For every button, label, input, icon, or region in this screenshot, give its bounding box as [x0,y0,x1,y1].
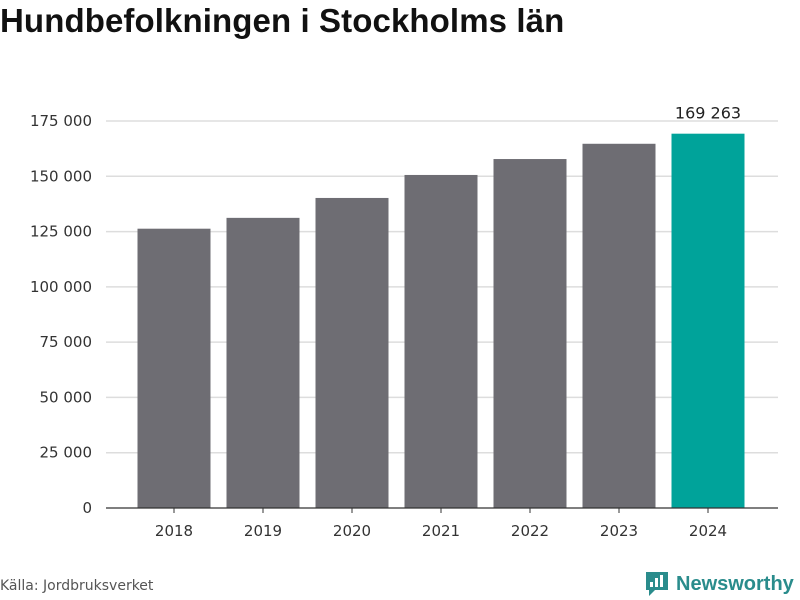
x-tick-label: 2019 [244,522,282,540]
tick-labels: 0 25 000 50 000 75 000 100 000 125 000 150 000… [30,104,741,540]
newsworthy-logo-icon [646,572,668,596]
bar-2021 [404,174,478,508]
y-tick-label: 125 000 [30,223,92,241]
bar-2020 [315,197,389,509]
y-tick-label: 50 000 [40,388,93,406]
bar-2019 [226,217,300,508]
data-label: 169 263 [675,104,741,123]
brand-name: Newsworthy [676,572,794,595]
x-tick-label: 2021 [422,522,460,540]
y-tick-label: 25 000 [40,444,93,462]
y-tick-label: 175 000 [30,112,92,130]
x-tick-label: 2018 [155,522,193,540]
y-tick-label: 0 [82,499,92,517]
bar-2018 [137,228,211,508]
y-tick-label: 150 000 [30,167,92,185]
chart-title: Hundbefolkningen i Stockholms län [0,2,565,39]
y-tick-label: 75 000 [40,333,93,351]
bar-2024 [671,133,745,509]
axes [106,507,778,513]
x-tick-label: 2020 [333,522,371,540]
brand-logo: Newsworthy [644,570,794,598]
bars [137,133,745,509]
x-tick-label: 2024 [689,522,727,540]
bar-2022 [493,159,567,509]
source-note: Källa: Jordbruksverket [0,578,154,594]
bar-2023 [582,143,656,508]
y-tick-label: 100 000 [30,278,92,296]
x-tick-label: 2022 [511,522,549,540]
x-tick-label: 2023 [600,522,638,540]
